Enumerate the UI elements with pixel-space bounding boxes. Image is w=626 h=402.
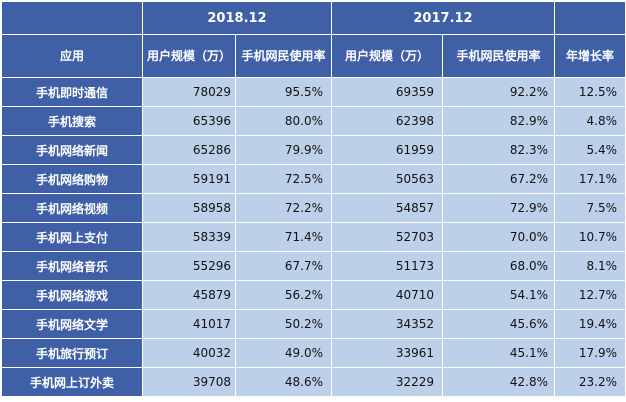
table-row: 手机网络游戏 45879 56.2% 40710 54.1% 12.7% [1, 280, 626, 310]
rate-2017-cell: 68.0% [442, 251, 555, 281]
table-row: 手机搜索 65396 80.0% 62398 82.9% 4.8% [1, 106, 626, 136]
growth-cell: 17.9% [554, 338, 626, 368]
users-2017-cell: 62398 [331, 106, 443, 136]
col-header-rate-2018: 手机网民使用率 [235, 34, 332, 78]
app-name-cell: 手机网络视频 [1, 193, 143, 223]
users-2017-cell: 40710 [331, 280, 443, 310]
users-2017-cell: 52703 [331, 222, 443, 252]
rate-2017-cell: 67.2% [442, 164, 555, 194]
rate-2017-cell: 82.9% [442, 106, 555, 136]
col-header-rate-2017: 手机网民使用率 [442, 34, 555, 78]
period-header-row: 2018.12 2017.12 [1, 1, 626, 35]
rate-2018-cell: 67.7% [235, 251, 332, 281]
rate-2018-cell: 56.2% [235, 280, 332, 310]
rate-2018-cell: 50.2% [235, 309, 332, 339]
app-name-cell: 手机旅行预订 [1, 338, 143, 368]
table-row: 手机即时通信 78029 95.5% 69359 92.2% 12.5% [1, 77, 626, 107]
app-name-cell: 手机网络游戏 [1, 280, 143, 310]
table-row: 手机网络音乐 55296 67.7% 51173 68.0% 8.1% [1, 251, 626, 281]
users-2018-cell: 39708 [142, 367, 236, 397]
growth-cell: 12.7% [554, 280, 626, 310]
users-2018-cell: 78029 [142, 77, 236, 107]
rate-2018-cell: 80.0% [235, 106, 332, 136]
growth-group-cell [554, 1, 626, 35]
users-2018-cell: 65396 [142, 106, 236, 136]
rate-2017-cell: 45.6% [442, 309, 555, 339]
users-2018-cell: 58339 [142, 222, 236, 252]
col-header-users-2018: 用户规模（万） [142, 34, 236, 78]
users-2017-cell: 69359 [331, 77, 443, 107]
table-body: 手机即时通信 78029 95.5% 69359 92.2% 12.5% 手机搜索 65396… [1, 77, 626, 397]
col-header-users-2017: 用户规模（万） [331, 34, 443, 78]
app-name-cell: 手机网络音乐 [1, 251, 143, 281]
app-name-cell: 手机网上支付 [1, 222, 143, 252]
table-row: 手机网络视频 58958 72.2% 54857 72.9% 7.5% [1, 193, 626, 223]
col-header-app: 应用 [1, 34, 143, 78]
users-2017-cell: 50563 [331, 164, 443, 194]
app-name-cell: 手机搜索 [1, 106, 143, 136]
growth-cell: 8.1% [554, 251, 626, 281]
users-2018-cell: 65286 [142, 135, 236, 165]
users-2018-cell: 59191 [142, 164, 236, 194]
users-2017-cell: 33961 [331, 338, 443, 368]
rate-2017-cell: 54.1% [442, 280, 555, 310]
corner-cell [1, 1, 143, 35]
users-2017-cell: 51173 [331, 251, 443, 281]
rate-2017-cell: 72.9% [442, 193, 555, 223]
users-2017-cell: 61959 [331, 135, 443, 165]
app-name-cell: 手机网络新闻 [1, 135, 143, 165]
col-header-growth: 年增长率 [554, 34, 626, 78]
users-2017-cell: 34352 [331, 309, 443, 339]
growth-cell: 7.5% [554, 193, 626, 223]
rate-2018-cell: 72.5% [235, 164, 332, 194]
rate-2017-cell: 92.2% [442, 77, 555, 107]
period-2017-header: 2017.12 [331, 1, 555, 35]
app-name-cell: 手机网上订外卖 [1, 367, 143, 397]
users-2018-cell: 55296 [142, 251, 236, 281]
users-2018-cell: 45879 [142, 280, 236, 310]
users-2018-cell: 40032 [142, 338, 236, 368]
column-header-row: 应用 用户规模（万） 手机网民使用率 用户规模（万） 手机网民使用率 年增长率 [1, 34, 626, 78]
users-2017-cell: 54857 [331, 193, 443, 223]
rate-2018-cell: 71.4% [235, 222, 332, 252]
table-row: 手机网上订外卖 39708 48.6% 32229 42.8% 23.2% [1, 367, 626, 397]
app-name-cell: 手机网络购物 [1, 164, 143, 194]
rate-2018-cell: 79.9% [235, 135, 332, 165]
table-row: 手机网络文学 41017 50.2% 34352 45.6% 19.4% [1, 309, 626, 339]
growth-cell: 17.1% [554, 164, 626, 194]
growth-cell: 4.8% [554, 106, 626, 136]
growth-cell: 23.2% [554, 367, 626, 397]
rate-2018-cell: 72.2% [235, 193, 332, 223]
app-name-cell: 手机网络文学 [1, 309, 143, 339]
table-row: 手机网络新闻 65286 79.9% 61959 82.3% 5.4% [1, 135, 626, 165]
rate-2018-cell: 49.0% [235, 338, 332, 368]
rate-2017-cell: 82.3% [442, 135, 555, 165]
growth-cell: 10.7% [554, 222, 626, 252]
table-row: 手机网上支付 58339 71.4% 52703 70.0% 10.7% [1, 222, 626, 252]
table-row: 手机旅行预订 40032 49.0% 33961 45.1% 17.9% [1, 338, 626, 368]
rate-2018-cell: 95.5% [235, 77, 332, 107]
growth-cell: 12.5% [554, 77, 626, 107]
rate-2018-cell: 48.6% [235, 367, 332, 397]
users-2018-cell: 58958 [142, 193, 236, 223]
table-row: 手机网络购物 59191 72.5% 50563 67.2% 17.1% [1, 164, 626, 194]
users-2018-cell: 41017 [142, 309, 236, 339]
rate-2017-cell: 45.1% [442, 338, 555, 368]
growth-cell: 19.4% [554, 309, 626, 339]
growth-cell: 5.4% [554, 135, 626, 165]
users-2017-cell: 32229 [331, 367, 443, 397]
period-2018-header: 2018.12 [142, 1, 332, 35]
rate-2017-cell: 42.8% [442, 367, 555, 397]
rate-2017-cell: 70.0% [442, 222, 555, 252]
app-name-cell: 手机即时通信 [1, 77, 143, 107]
